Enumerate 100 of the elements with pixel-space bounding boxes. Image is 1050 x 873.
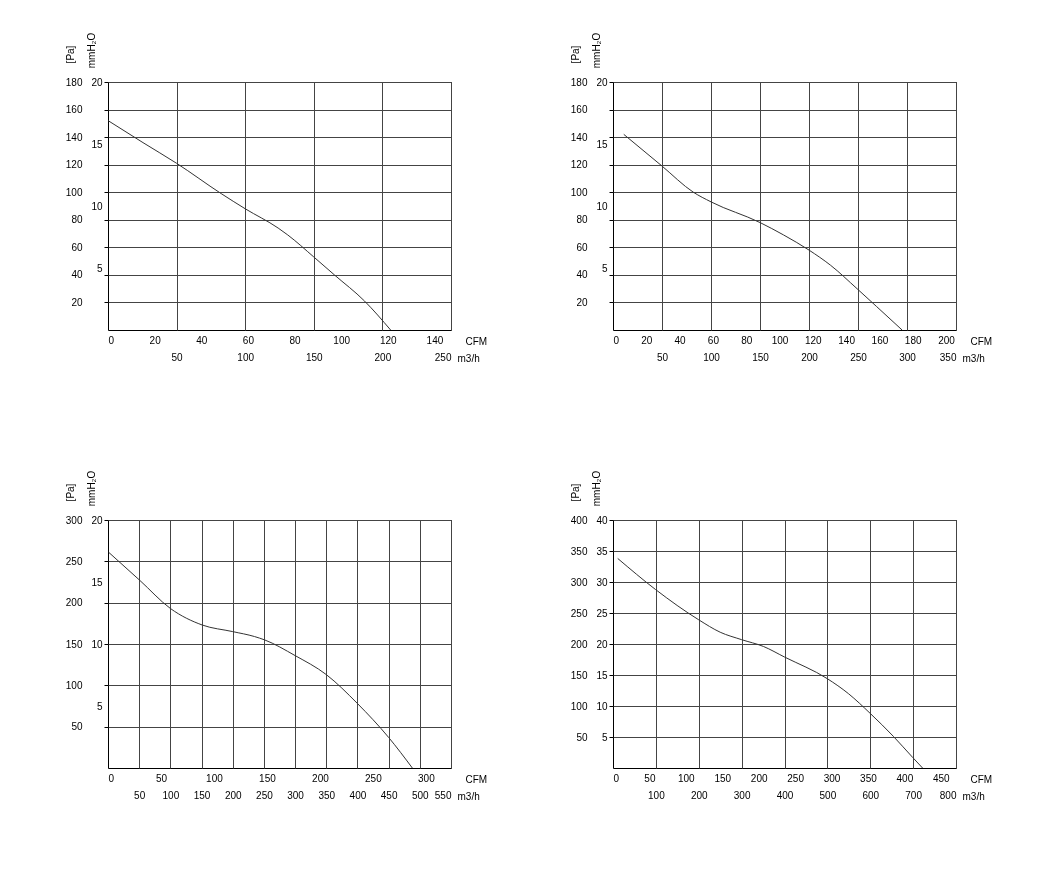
x2-tick-label: 250 xyxy=(365,772,383,784)
y-tick-label: 20 xyxy=(576,296,588,308)
x2-tick-label: 120 xyxy=(379,334,398,346)
y2-tick-label: 15 xyxy=(91,138,103,150)
x2-tick-label: 20 xyxy=(149,334,162,346)
y-tick-label: 400 xyxy=(570,514,588,526)
x2-tick-label: 100 xyxy=(771,334,789,346)
line-series xyxy=(617,557,924,769)
x-tick-label: 550 xyxy=(434,789,452,801)
y-tick-label: 60 xyxy=(71,241,83,253)
x2-tick-label: 100 xyxy=(678,772,696,784)
y-tick-label: 140 xyxy=(65,131,83,143)
x2-tick-label: 300 xyxy=(823,772,841,784)
x2-tick-label: 150 xyxy=(259,772,277,784)
x2-tick-label: 200 xyxy=(750,772,768,784)
x2-tick-label: 40 xyxy=(674,334,687,346)
y-tick-label: 40 xyxy=(576,269,588,281)
x-tick-label: 350 xyxy=(939,351,957,363)
y2-axis-title: mmH₂O xyxy=(590,470,602,507)
y2-axis-title: mmH₂O xyxy=(85,32,97,69)
y2-tick-label: 20 xyxy=(91,514,103,526)
x2-tick-label: 80 xyxy=(741,334,753,346)
x-tick-label: 100 xyxy=(703,351,721,363)
y-tick-label: 120 xyxy=(570,159,588,171)
line-series xyxy=(623,133,903,331)
x-tick-label: 50 xyxy=(656,351,669,363)
x2-tick-label: 250 xyxy=(787,772,805,784)
x-tick-label: 150 xyxy=(752,351,770,363)
x2-tick-label: 140 xyxy=(426,334,444,346)
y-tick-label: 60 xyxy=(576,241,588,253)
x2-tick-label: 100 xyxy=(333,334,351,346)
y-tick-label: 300 xyxy=(65,514,83,526)
x-tick-label: 500 xyxy=(411,789,430,801)
x-tick-label: 50 xyxy=(171,351,184,363)
y2-tick-label: 20 xyxy=(91,76,103,88)
y-tick-label: 50 xyxy=(71,721,83,733)
x2-tick-label: 50 xyxy=(155,772,168,784)
y2-axis-title: mmH₂O xyxy=(85,470,97,507)
y-axis-title: [Pa] xyxy=(64,483,76,502)
y2-tick-label: 15 xyxy=(91,576,103,588)
x-tick-label: 100 xyxy=(648,789,666,801)
x2-tick-label: 150 xyxy=(714,772,732,784)
x2-tick-label: 60 xyxy=(242,334,255,346)
y2-tick-label: 15 xyxy=(596,669,608,681)
x-tick-label: 250 xyxy=(434,351,452,363)
x2-axis-title: CFM xyxy=(970,773,993,785)
y-tick-label: 80 xyxy=(71,214,83,226)
x-tick-label: 50 xyxy=(134,789,146,801)
x2-axis-title: CFM xyxy=(465,335,488,347)
y-tick-label: 80 xyxy=(576,214,588,226)
y2-tick-label: 20 xyxy=(596,76,608,88)
x2-tick-label: 120 xyxy=(804,334,823,346)
y2-tick-label: 5 xyxy=(96,700,103,712)
x-tick-label: 600 xyxy=(862,789,880,801)
y-axis-title: [Pa] xyxy=(569,483,581,502)
x-tick-label: 100 xyxy=(162,789,180,801)
y-tick-label: 200 xyxy=(570,638,588,650)
x-tick-label: 400 xyxy=(349,789,367,801)
y2-axis-title: mmH₂O xyxy=(590,32,602,69)
x2-tick-label: 0 xyxy=(108,334,115,346)
x-tick-label: 800 xyxy=(939,789,957,801)
x-tick-label: 400 xyxy=(776,789,794,801)
y-tick-label: 40 xyxy=(71,269,83,281)
y2-tick-label: 5 xyxy=(96,262,103,274)
x2-tick-label: 400 xyxy=(896,772,914,784)
x2-tick-label: 0 xyxy=(613,772,620,784)
x2-tick-label: 20 xyxy=(641,334,653,346)
y-tick-label: 250 xyxy=(570,607,588,619)
y-tick-label: 20 xyxy=(71,296,83,308)
y2-tick-label: 5 xyxy=(601,731,608,743)
x2-axis-title: CFM xyxy=(970,335,993,347)
x2-tick-label: 100 xyxy=(206,772,224,784)
x-axis-title: m3/h xyxy=(457,352,480,364)
y2-tick-label: 30 xyxy=(596,576,608,588)
y-tick-label: 350 xyxy=(570,545,588,557)
x-tick-label: 500 xyxy=(819,789,837,801)
x2-tick-label: 60 xyxy=(707,334,720,346)
x2-tick-label: 0 xyxy=(613,334,620,346)
y-axis-title: [Pa] xyxy=(569,45,581,64)
x2-tick-label: 180 xyxy=(904,334,922,346)
x-tick-label: 450 xyxy=(380,789,398,801)
y-tick-label: 100 xyxy=(65,186,83,198)
x2-tick-label: 300 xyxy=(418,772,436,784)
x2-tick-label: 200 xyxy=(312,772,330,784)
line-series xyxy=(108,551,413,769)
x-tick-label: 100 xyxy=(237,351,255,363)
x2-tick-label: 140 xyxy=(838,334,856,346)
x2-axis-title: CFM xyxy=(465,773,488,785)
x-tick-label: 150 xyxy=(305,351,324,363)
y-axis-title: [Pa] xyxy=(64,45,76,64)
y-tick-label: 160 xyxy=(570,104,588,116)
y2-tick-label: 10 xyxy=(596,700,608,712)
x-tick-label: 700 xyxy=(905,789,923,801)
x-tick-label: 200 xyxy=(374,351,392,363)
x-tick-label: 300 xyxy=(899,351,917,363)
y-tick-label: 200 xyxy=(65,597,83,609)
y-tick-label: 100 xyxy=(570,700,588,712)
line-series xyxy=(107,120,392,331)
y2-tick-label: 10 xyxy=(596,200,608,212)
x2-tick-label: 40 xyxy=(196,334,208,346)
